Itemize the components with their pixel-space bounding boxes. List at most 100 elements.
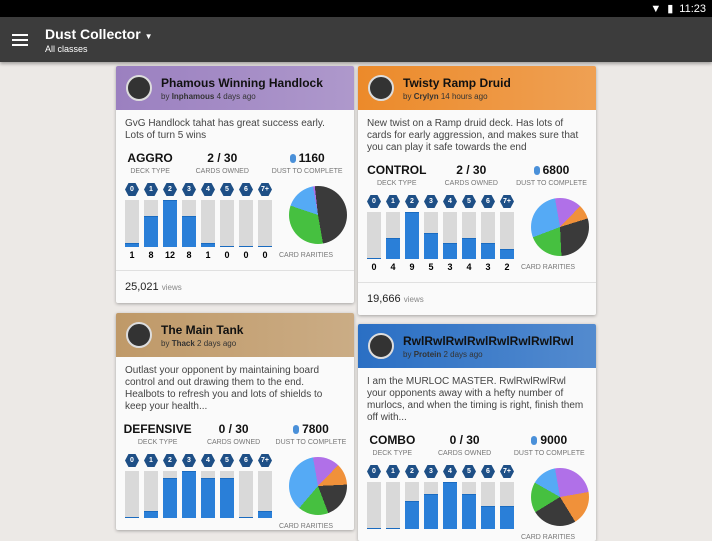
curve-count: 3 — [447, 262, 453, 272]
curve-bar-track — [201, 200, 215, 247]
curve-bar — [125, 517, 139, 518]
mana-cost-badge: 6 — [239, 454, 253, 467]
curve-bar-track — [367, 212, 381, 259]
deck-type-value: DEFENSIVE — [123, 422, 192, 436]
curve-bar — [443, 243, 457, 259]
mana-column: 5 — [462, 465, 476, 541]
deck-title[interactable]: Phamous Winning Handlock — [161, 75, 323, 90]
deck-description: Outlast your opponent by maintaining boa… — [125, 365, 323, 412]
mana-column: 2 — [405, 465, 419, 541]
views-label: views — [403, 295, 424, 304]
curve-bar — [481, 243, 495, 259]
mana-column: 2 9 — [405, 195, 419, 272]
class-avatar-icon — [126, 75, 152, 101]
mana-column: 0 0 — [367, 195, 381, 272]
deck-header: RwlRwlRwlRwlRwlRwlRwlRwl by Protein 2 da… — [358, 324, 596, 368]
mana-cost-badge: 4 — [201, 454, 215, 467]
deck-stats: AGGRO DECK TYPE 2 / 30 CARDS OWNED 1160 DUS… — [116, 151, 354, 175]
deck-description: GvG Handlock tahat has great success ear… — [125, 118, 325, 141]
curve-bar — [405, 212, 419, 259]
curve-bar-track — [424, 482, 438, 529]
curve-count: 0 — [371, 262, 377, 272]
by-label: by — [403, 349, 412, 359]
curve-bar-track — [481, 212, 495, 259]
deck-header: Twisty Ramp Druid by Crylyn 14 hours ago — [358, 66, 596, 110]
deck-byline: by Inphamous 4 days ago — [161, 92, 323, 101]
mana-curve-chart: 0 1 2 3 4 5 6 7+ — [125, 454, 272, 530]
curve-bar-track — [144, 200, 158, 247]
deck-card[interactable]: Twisty Ramp Druid by Crylyn 14 hours ago… — [358, 66, 596, 315]
deck-title[interactable]: RwlRwlRwlRwlRwlRwlRwlRwl — [403, 333, 574, 348]
by-label: by — [403, 91, 412, 101]
curve-count: 0 — [224, 250, 230, 260]
deck-time: 14 hours ago — [440, 91, 488, 101]
curve-bar-track — [163, 200, 177, 247]
deck-type-value: CONTROL — [367, 163, 427, 177]
mana-cost-badge: 3 — [182, 454, 196, 467]
deck-type-label: DECK TYPE — [376, 180, 417, 187]
dust-value: 9000 — [540, 433, 568, 447]
curve-bar — [163, 478, 177, 518]
curve-bar — [125, 243, 139, 247]
rarity-pie-chart — [531, 468, 589, 526]
mana-cost-badge: 4 — [443, 195, 457, 208]
cards-owned-value: 2 / 30 — [456, 163, 487, 177]
mana-column: 4 — [201, 454, 215, 530]
mana-cost-badge: 4 — [443, 465, 457, 478]
dust-label: DUST TO COMPLETE — [271, 168, 343, 175]
deck-description: I am the MURLOC MASTER. RwlRwlRwlRwl you… — [367, 376, 584, 423]
curve-bar — [500, 248, 514, 259]
views-value: 19,666 — [367, 293, 401, 305]
mana-cost-badge: 3 — [424, 195, 438, 208]
mana-cost-badge: 6 — [481, 465, 495, 478]
curve-count: 4 — [466, 262, 472, 272]
clock: 11:23 — [679, 2, 706, 15]
deck-title[interactable]: Twisty Ramp Druid — [403, 75, 511, 90]
mana-column: 1 8 — [144, 183, 158, 260]
mana-cost-badge: 3 — [424, 465, 438, 478]
curve-bar — [239, 517, 253, 518]
author-link[interactable]: Protein — [413, 349, 442, 359]
curve-bar-track — [481, 482, 495, 529]
author-link[interactable]: Thack — [171, 338, 195, 348]
deck-visuals: 0 0 1 4 2 9 3 5 4 3 5 4 6 3 7+ — [358, 187, 596, 272]
class-selector[interactable]: Dust Collector ▼ All classes — [45, 26, 153, 54]
mana-column: 3 8 — [182, 183, 196, 260]
curve-count: 2 — [504, 262, 510, 272]
mana-cost-badge: 1 — [144, 183, 158, 196]
mana-column: 7+ — [500, 465, 514, 541]
curve-count: 8 — [148, 250, 154, 260]
dust-icon — [531, 436, 538, 445]
mana-column: 1 4 — [386, 195, 400, 272]
cards-owned-label: CARDS OWNED — [437, 450, 492, 457]
mana-cost-badge: 0 — [367, 195, 381, 208]
author-link[interactable]: Inphamous — [171, 91, 215, 101]
deck-visuals: 0 1 2 3 4 5 6 7+ — [116, 446, 354, 530]
curve-bar-track — [386, 482, 400, 529]
deck-card[interactable]: Phamous Winning Handlock by Inphamous 4 … — [116, 66, 354, 303]
mana-column: 6 — [239, 454, 253, 530]
views-label: views — [161, 283, 182, 292]
curve-count: 1 — [129, 250, 135, 260]
deck-title[interactable]: The Main Tank — [161, 322, 244, 337]
curve-bar-track — [500, 482, 514, 529]
curve-bar — [201, 478, 215, 518]
curve-bar-track — [144, 471, 158, 518]
mana-column: 0 — [367, 465, 381, 541]
curve-bar-track — [239, 200, 253, 247]
deck-byline: by Crylyn 14 hours ago — [403, 92, 511, 101]
mana-curve-chart: 0 1 1 8 2 12 3 8 4 1 5 0 6 0 7+ — [125, 183, 272, 260]
deck-card[interactable]: RwlRwlRwlRwlRwlRwlRwlRwl by Protein 2 da… — [358, 324, 596, 541]
menu-icon[interactable] — [12, 33, 28, 46]
curve-bar — [481, 505, 495, 529]
deck-card[interactable]: The Main Tank by Thack 2 days ago Outlas… — [116, 313, 354, 530]
mana-column: 2 12 — [163, 183, 177, 260]
mana-column: 3 — [182, 454, 196, 530]
mana-cost-badge: 3 — [182, 183, 196, 196]
wifi-icon: ▼ — [650, 2, 662, 15]
author-link[interactable]: Crylyn — [413, 91, 439, 101]
mana-cost-badge: 1 — [144, 454, 158, 467]
curve-bar-track — [182, 471, 196, 518]
battery-icon: ▮ — [667, 3, 674, 15]
curve-bar — [182, 471, 196, 518]
